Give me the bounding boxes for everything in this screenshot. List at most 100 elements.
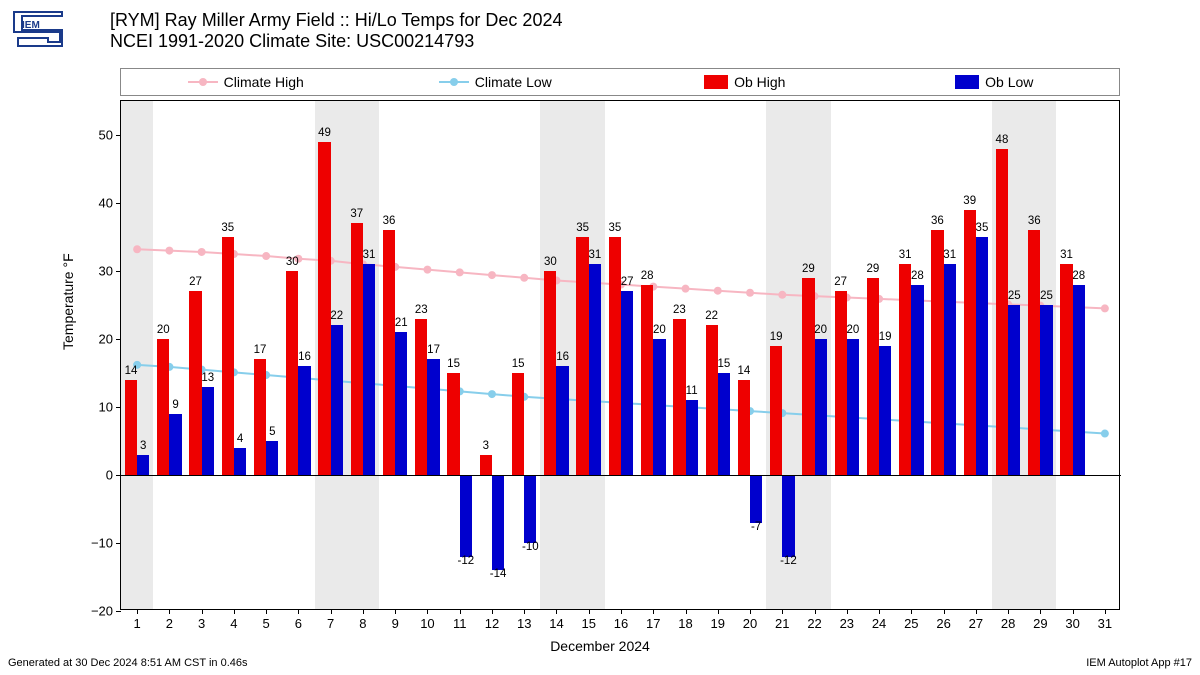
ob-high-bar xyxy=(673,319,685,475)
ob-low-bar-label: 31 xyxy=(363,249,376,261)
ob-high-bar xyxy=(351,223,363,475)
legend-climate-high: Climate High xyxy=(121,74,371,90)
ob-high-bar xyxy=(899,264,911,475)
footer-app: IEM Autoplot App #17 xyxy=(1086,657,1192,669)
ob-high-bar xyxy=(222,237,234,475)
ob-high-bar-label: 35 xyxy=(576,222,589,234)
ob-high-bar xyxy=(544,271,556,475)
ob-low-bar-label: 17 xyxy=(427,344,440,356)
ob-high-bar-label: 35 xyxy=(608,222,621,234)
ob-low-bar xyxy=(202,387,214,475)
x-tick-label: 30 xyxy=(1065,616,1079,631)
x-tick-label: 14 xyxy=(549,616,563,631)
ob-low-bar xyxy=(298,366,310,475)
ob-high-bar-label: 30 xyxy=(286,256,299,268)
ob-high-bar xyxy=(383,230,395,475)
ob-high-bar xyxy=(1028,230,1040,475)
ob-high-bar-label: 36 xyxy=(1028,215,1041,227)
ob-high-bar xyxy=(318,142,330,475)
ob-low-bar-label: -7 xyxy=(751,521,761,533)
ob-high-bar-label: 23 xyxy=(415,304,428,316)
x-tick-label: 12 xyxy=(485,616,499,631)
ob-high-bar xyxy=(835,291,847,475)
ob-low-bar xyxy=(460,475,472,557)
legend: Climate High Climate Low Ob High Ob Low xyxy=(120,68,1120,96)
ob-low-bar-label: 20 xyxy=(653,324,666,336)
x-tick-label: 27 xyxy=(969,616,983,631)
ob-low-bar xyxy=(911,285,923,475)
ob-high-bar xyxy=(770,346,782,475)
ob-high-bar xyxy=(447,373,459,475)
ob-high-bar xyxy=(125,380,137,475)
y-tick-label: 20 xyxy=(81,332,113,347)
ob-low-bar xyxy=(653,339,665,475)
ob-high-bar-label: 39 xyxy=(963,195,976,207)
ob-low-bar xyxy=(137,455,149,475)
ob-high-bar-label: 19 xyxy=(770,331,783,343)
ob-high-bar xyxy=(738,380,750,475)
ob-low-bar xyxy=(782,475,794,557)
climate-high-marker xyxy=(423,266,431,274)
ob-low-bar xyxy=(944,264,956,475)
ob-low-bar xyxy=(976,237,988,475)
y-tick-label: −10 xyxy=(81,536,113,551)
ob-high-bar-label: 31 xyxy=(1060,249,1073,261)
x-tick-label: 31 xyxy=(1098,616,1112,631)
ob-low-bar xyxy=(331,325,343,475)
x-tick-label: 29 xyxy=(1033,616,1047,631)
climate-high-marker xyxy=(165,247,173,255)
ob-high-bar xyxy=(512,373,524,475)
x-tick-label: 18 xyxy=(678,616,692,631)
y-axis-label: Temperature °F xyxy=(60,253,76,350)
legend-label: Ob High xyxy=(734,74,785,90)
x-tick-label: 20 xyxy=(743,616,757,631)
ob-low-bar xyxy=(266,441,278,475)
climate-high-marker xyxy=(262,252,270,260)
chart-container: IEM [RYM] Ray Miller Army Field :: Hi/Lo… xyxy=(0,0,1200,675)
y-tick-label: 40 xyxy=(81,196,113,211)
ob-high-bar xyxy=(867,278,879,475)
x-tick-label: 4 xyxy=(230,616,237,631)
ob-low-bar-label: 28 xyxy=(911,270,924,282)
ob-low-bar xyxy=(395,332,407,475)
ob-low-bar xyxy=(1008,305,1020,475)
ob-low-bar xyxy=(1040,305,1052,475)
x-tick-label: 28 xyxy=(1001,616,1015,631)
y-tick-label: 50 xyxy=(81,128,113,143)
ob-high-bar xyxy=(1060,264,1072,475)
ob-low-bar-label: 9 xyxy=(172,399,178,411)
ob-high-bar xyxy=(931,230,943,475)
ob-low-bar xyxy=(879,346,891,475)
ob-high-bar-label: 14 xyxy=(125,365,138,377)
ob-high-bar xyxy=(996,149,1008,475)
x-tick-label: 23 xyxy=(840,616,854,631)
ob-high-bar xyxy=(480,455,492,475)
svg-text:IEM: IEM xyxy=(22,20,40,31)
ob-high-bar-label: 49 xyxy=(318,127,331,139)
plot-area: −20−100102030405012345678910111213141516… xyxy=(120,100,1120,610)
ob-high-bar xyxy=(189,291,201,475)
ob-low-bar xyxy=(492,475,504,570)
y-tick-label: 0 xyxy=(81,468,113,483)
ob-low-bar xyxy=(556,366,568,475)
ob-low-bar-label: 16 xyxy=(556,351,569,363)
legend-ob-high: Ob High xyxy=(620,74,870,90)
climate-low-marker xyxy=(1101,430,1109,438)
ob-low-bar xyxy=(524,475,536,543)
ob-high-bar-label: 20 xyxy=(157,324,170,336)
ob-high-bar-label: 36 xyxy=(931,215,944,227)
x-tick-label: 6 xyxy=(295,616,302,631)
ob-high-bar-label: 35 xyxy=(221,222,234,234)
ob-low-bar-label: 20 xyxy=(814,324,827,336)
ob-high-bar-label: 15 xyxy=(512,358,525,370)
zero-line xyxy=(121,475,1121,476)
ob-low-bar xyxy=(234,448,246,475)
legend-label: Climate Low xyxy=(475,74,552,90)
ob-low-bar-label: 25 xyxy=(1040,290,1053,302)
ob-high-bar xyxy=(576,237,588,475)
x-tick-label: 24 xyxy=(872,616,886,631)
ob-high-bar-label: 48 xyxy=(996,134,1009,146)
ob-low-bar xyxy=(686,400,698,475)
x-tick-label: 19 xyxy=(711,616,725,631)
footer-generated: Generated at 30 Dec 2024 8:51 AM CST in … xyxy=(8,657,248,669)
